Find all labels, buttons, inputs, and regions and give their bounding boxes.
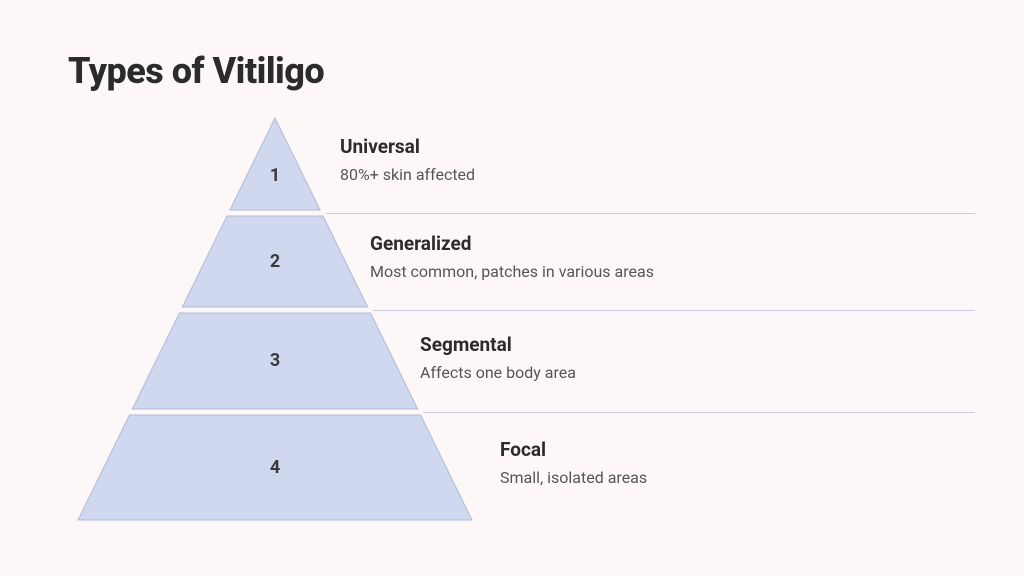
level-description-3: Affects one body area (420, 363, 576, 382)
level-heading-4: Focal (500, 438, 546, 461)
level-description-4: Small, isolated areas (500, 468, 647, 487)
level-description-1: 80%+ skin affected (340, 165, 475, 184)
level-number-4: 4 (255, 457, 295, 478)
divider-3 (423, 412, 975, 413)
pyramid-level-1 (230, 118, 320, 210)
level-heading-1: Universal (340, 135, 420, 158)
level-heading-2: Generalized (370, 232, 471, 255)
level-heading-3: Segmental (420, 333, 512, 356)
level-number-3: 3 (255, 350, 295, 371)
pyramid-diagram (0, 0, 1024, 576)
page-root: Types of Vitiligo 1234Universal80%+ skin… (0, 0, 1024, 576)
level-description-2: Most common, patches in various areas (370, 262, 654, 281)
divider-1 (326, 213, 975, 214)
level-number-1: 1 (255, 165, 295, 186)
divider-2 (373, 310, 975, 311)
level-number-2: 2 (255, 251, 295, 272)
